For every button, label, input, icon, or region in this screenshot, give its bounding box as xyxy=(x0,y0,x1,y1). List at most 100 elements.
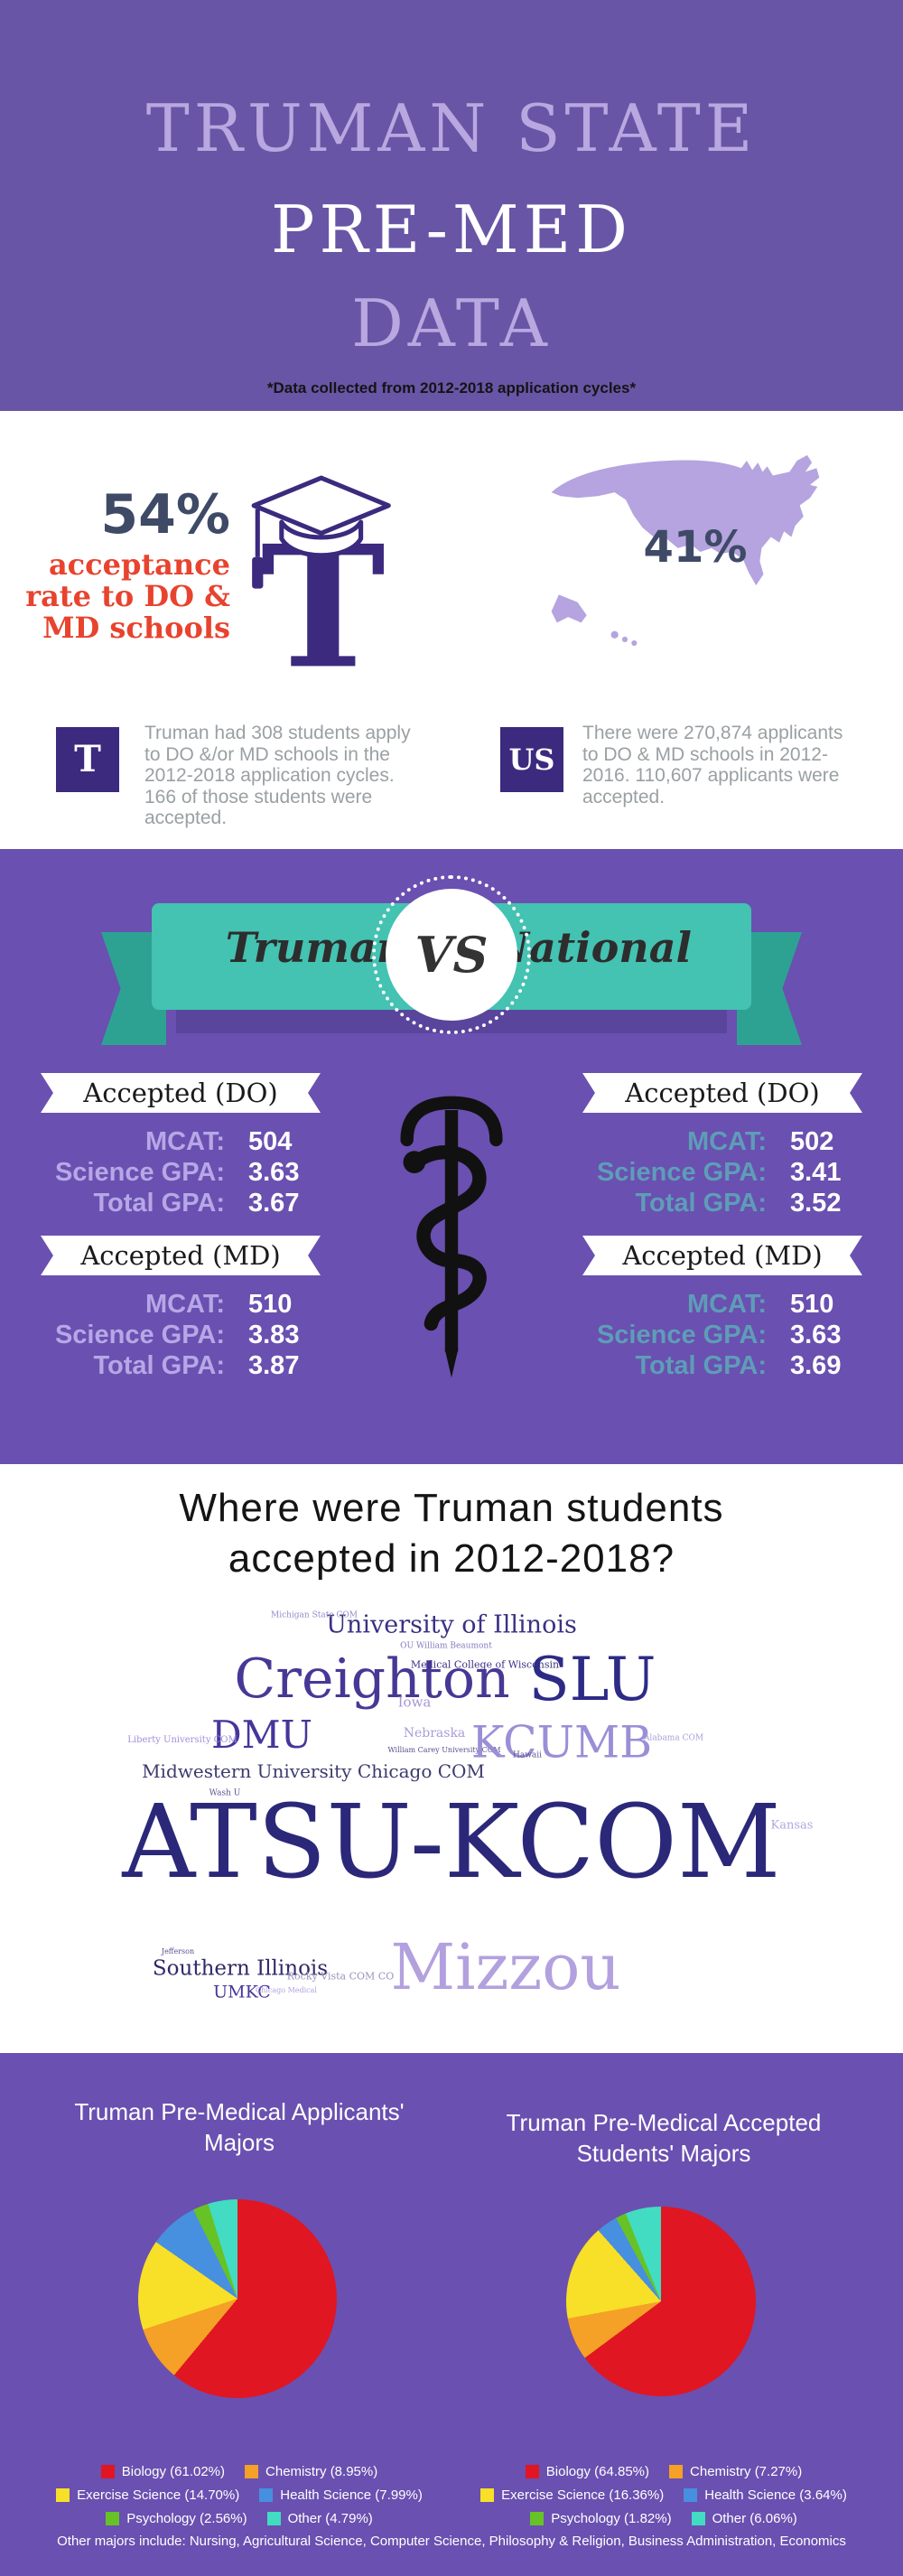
stat-label: Science GPA: xyxy=(54,1158,225,1187)
wordcloud-word: Michigan State COM xyxy=(270,1610,358,1620)
wordcloud-word: Midwestern University Chicago COM xyxy=(142,1760,485,1782)
legend-label: Health Science (7.99%) xyxy=(280,2487,423,2503)
stat-row: Science GPA: 3.63 xyxy=(41,1158,321,1189)
stat-label: Science GPA: xyxy=(596,1321,767,1349)
legend-item: Biology (64.85%) xyxy=(525,2464,650,2479)
page-subtitle: *Data collected from 2012-2018 applicati… xyxy=(266,379,637,397)
legend-swatch xyxy=(669,2465,684,2478)
stat-label: Total GPA: xyxy=(93,1351,225,1380)
legend-item: Health Science (7.99%) xyxy=(259,2487,423,2503)
legend-swatch xyxy=(100,2465,115,2478)
legend-item: Exercise Science (16.36%) xyxy=(480,2487,664,2503)
legend-item: Biology (61.02%) xyxy=(100,2464,225,2479)
legend-label: Biology (64.85%) xyxy=(545,2464,650,2479)
legend-swatch xyxy=(56,2488,70,2502)
national-do-banner: Accepted (DO) xyxy=(582,1073,862,1113)
legend-swatch xyxy=(245,2465,259,2478)
wordcloud-word: SLU xyxy=(528,1645,656,1714)
legend-item: Other (4.79%) xyxy=(266,2511,373,2526)
stat-label: MCAT: xyxy=(144,1127,225,1156)
pie-chart-accepted xyxy=(566,2207,756,2396)
national-note: There were 270,874 applicants to DO & MD… xyxy=(582,723,843,807)
truman-do-stats: MCAT: 504 Science GPA: 3.63 Total GPA: 3.67 xyxy=(41,1127,321,1219)
truman-badge: T xyxy=(56,727,119,792)
truman-note: Truman had 308 students apply to DO &/or… xyxy=(144,723,411,829)
truman-acceptance-caption: acceptance rate to DO & MD schools xyxy=(25,547,230,646)
wordcloud-word: Alabama COM xyxy=(643,1733,704,1743)
snake-head xyxy=(403,1151,426,1173)
tassel-end xyxy=(252,556,264,589)
wordcloud-word: Kansas xyxy=(770,1818,814,1833)
legend-row: Exercise Science (14.70%) Health Science … xyxy=(32,2487,447,2503)
stat-value: 3.52 xyxy=(790,1189,842,1218)
stat-label: MCAT: xyxy=(686,1290,767,1319)
stat-value: 504 xyxy=(248,1127,293,1156)
legend-swatch xyxy=(684,2488,698,2502)
stat-value: 3.41 xyxy=(790,1158,842,1187)
stat-row: MCAT: 510 xyxy=(41,1290,321,1321)
wordcloud-word: Chicago Medical xyxy=(256,1986,317,1994)
staff-tip xyxy=(444,1349,459,1378)
legend-item: Chemistry (7.27%) xyxy=(669,2464,802,2479)
other-majors-note: Other majors include: Nursing, Agricultu… xyxy=(57,2534,846,2549)
wordcloud-title-line1: Where were Truman students xyxy=(179,1486,724,1530)
stat-value: 3.83 xyxy=(248,1321,300,1349)
legend-row: Biology (64.85%) Chemistry (7.27%) xyxy=(456,2464,871,2479)
mortarboard xyxy=(251,475,391,536)
stat-row: MCAT: 504 xyxy=(41,1127,321,1158)
legend-accepted: Biology (64.85%) Chemistry (7.27%) Exercis… xyxy=(456,2464,871,2534)
legend-swatch xyxy=(525,2465,539,2478)
stat-label: Total GPA: xyxy=(635,1351,767,1380)
wordcloud-word: Medical College of Wisconsin xyxy=(410,1658,560,1671)
wordcloud-section xyxy=(0,1464,903,2053)
stat-value: 3.63 xyxy=(248,1158,300,1187)
stat-row: Total GPA: 3.87 xyxy=(41,1351,321,1382)
alaska xyxy=(551,594,587,623)
wordcloud-word: William Carey University COM xyxy=(387,1746,501,1754)
us-badge: US xyxy=(500,727,563,792)
hawaii xyxy=(610,630,619,639)
wordcloud-title-line2: accepted in 2012-2018? xyxy=(228,1536,675,1581)
wordcloud-word: Jefferson xyxy=(161,1947,195,1955)
legend-swatch xyxy=(691,2512,705,2525)
wordcloud-word: Hawaii xyxy=(512,1750,543,1760)
page-title-line2: PRE-MED xyxy=(271,191,632,267)
cap-band xyxy=(279,519,364,558)
pie-chart-applicants xyxy=(138,2199,337,2398)
staff-handle xyxy=(400,1096,503,1147)
legend-row: Exercise Science (16.36%) Health Science … xyxy=(456,2487,871,2503)
stat-value: 510 xyxy=(790,1290,834,1319)
legend-label: Other (6.06%) xyxy=(712,2511,797,2526)
legend-item: Other (6.06%) xyxy=(691,2511,797,2526)
legend-row: Psychology (2.56%) Other (4.79%) xyxy=(32,2511,447,2526)
stat-value: 502 xyxy=(790,1127,834,1156)
stat-value: 510 xyxy=(248,1290,293,1319)
stat-row: Science GPA: 3.83 xyxy=(41,1321,321,1351)
national-md-stats: MCAT: 510 Science GPA: 3.63 Total GPA: 3.69 xyxy=(582,1290,862,1382)
legend-swatch xyxy=(259,2488,274,2502)
legend-row: Biology (61.02%) Chemistry (8.95%) xyxy=(32,2464,447,2479)
stat-label: Science GPA: xyxy=(54,1321,225,1349)
legend-label: Health Science (3.64%) xyxy=(704,2487,847,2503)
wordcloud-word: Southern Illinois xyxy=(152,1956,329,1981)
national-do-stats: MCAT: 502 Science GPA: 3.41 Total GPA: 3.52 xyxy=(582,1127,862,1219)
wordcloud-word: UMKC xyxy=(213,1982,271,2002)
wordcloud-word: KCUMB xyxy=(470,1716,653,1769)
legend-label: Exercise Science (14.70%) xyxy=(77,2487,240,2503)
vs-label: VS xyxy=(414,926,489,984)
stat-row: Science GPA: 3.63 xyxy=(582,1321,862,1351)
legend-label: Other (4.79%) xyxy=(287,2511,373,2526)
rod-of-asclepius-icon xyxy=(400,1096,503,1378)
stat-row: Science GPA: 3.41 xyxy=(582,1158,862,1189)
stat-label: MCAT: xyxy=(686,1127,767,1156)
legend-item: Psychology (2.56%) xyxy=(106,2511,247,2526)
national-acceptance-percent: 41% xyxy=(643,522,748,573)
wordcloud-word: DMU xyxy=(210,1713,313,1757)
wordcloud-word: OU William Beaumont xyxy=(400,1641,492,1651)
wordcloud-word: ATSU-KCOM xyxy=(122,1784,781,1901)
legend-label: Psychology (2.56%) xyxy=(126,2511,247,2526)
wordcloud-word: University of Illinois xyxy=(326,1610,577,1639)
us-map-icon xyxy=(551,454,820,647)
stat-row: MCAT: 502 xyxy=(582,1127,862,1158)
stat-row: Total GPA: 3.67 xyxy=(41,1189,321,1219)
